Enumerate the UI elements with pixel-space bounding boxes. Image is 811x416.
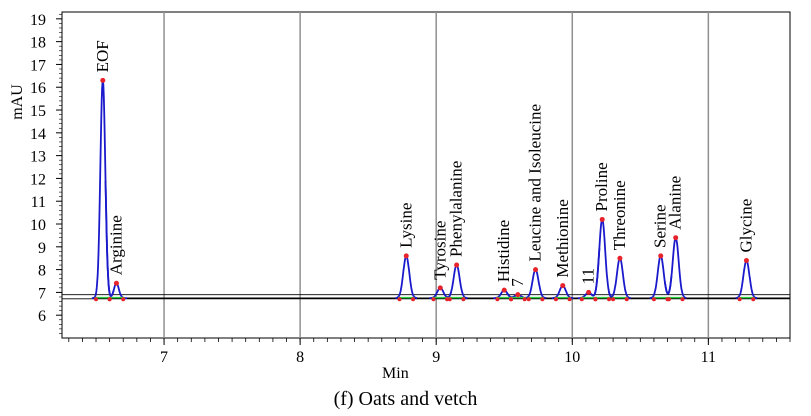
chromatogram-svg: 7 8 9 10 11 6 7 8 9 10 11 12 13 14 15 16 17 18 19 mAU Min EOF… bbox=[9, 11, 791, 382]
peak-label: Histidine bbox=[494, 220, 513, 282]
peak-start-marker bbox=[553, 297, 558, 302]
y-tick-label: 8 bbox=[38, 263, 46, 280]
y-tick-label: 6 bbox=[38, 308, 46, 325]
peak-start-marker bbox=[431, 297, 436, 302]
peak-start-marker bbox=[447, 297, 452, 302]
peak-end-marker bbox=[751, 297, 756, 302]
y-tick-label: 13 bbox=[30, 149, 46, 166]
peak-label: Arginine bbox=[106, 215, 125, 275]
peak-end-marker bbox=[540, 297, 545, 302]
peak-start-marker bbox=[509, 297, 514, 302]
x-tick-label: 10 bbox=[564, 349, 580, 366]
peak-label: Methionine bbox=[553, 199, 572, 277]
x-tick-label: 9 bbox=[432, 349, 440, 366]
peak-apex-marker bbox=[599, 216, 605, 222]
peak-end-marker bbox=[567, 297, 572, 302]
peak-apex-marker bbox=[658, 253, 664, 259]
peak-apex-marker bbox=[501, 287, 507, 293]
peak-start-marker bbox=[107, 297, 112, 302]
y-tick-label: 9 bbox=[38, 240, 46, 257]
y-tick-label: 19 bbox=[30, 12, 46, 29]
peak-label: 11 bbox=[579, 268, 598, 284]
peak-apex-marker bbox=[113, 280, 119, 286]
peak-label: EOF bbox=[93, 40, 112, 72]
y-tick-label: 17 bbox=[30, 57, 46, 74]
peak-trace bbox=[608, 257, 631, 299]
x-tick-label: 8 bbox=[296, 349, 304, 366]
peak-label: Leucine and Isoleucine bbox=[526, 104, 545, 262]
peak-end-marker bbox=[680, 297, 685, 302]
x-tick-label: 11 bbox=[701, 349, 716, 366]
peak-end-marker bbox=[624, 297, 629, 302]
peak-start-marker bbox=[666, 297, 671, 302]
peak-label: Serine bbox=[651, 204, 670, 247]
peak-label: 7 bbox=[508, 278, 527, 287]
peak-start-marker bbox=[526, 297, 531, 302]
peak-apex-marker bbox=[437, 285, 443, 291]
peak-start-marker bbox=[651, 297, 656, 302]
plot-frame bbox=[61, 11, 791, 339]
y-tick-label: 15 bbox=[30, 103, 46, 120]
x-axis-label: Min bbox=[382, 365, 409, 382]
peak-label: Lysine bbox=[396, 203, 415, 248]
peak-start-marker bbox=[397, 297, 402, 302]
peak-end-marker bbox=[411, 297, 416, 302]
peak-trace bbox=[395, 254, 417, 299]
peak-apex-marker bbox=[560, 283, 566, 289]
peak-start-marker bbox=[495, 297, 500, 302]
peak-apex-marker bbox=[586, 289, 592, 295]
y-tick-label: 14 bbox=[30, 126, 46, 143]
peak-start-marker bbox=[737, 297, 742, 302]
peak-label: Alanine bbox=[666, 176, 685, 230]
peak-label: Threonine bbox=[610, 180, 629, 250]
peak-apex-marker bbox=[743, 257, 749, 263]
y-tick-label: 12 bbox=[30, 171, 46, 188]
peak-trace bbox=[524, 268, 547, 299]
peak-apex-marker bbox=[100, 77, 106, 83]
peak-apex-marker bbox=[403, 253, 409, 259]
peak-end-marker bbox=[121, 297, 126, 302]
y-tick-label: 16 bbox=[30, 80, 46, 97]
peak-end-marker bbox=[461, 297, 466, 302]
peak-apex-marker bbox=[533, 267, 539, 273]
peak-end-marker bbox=[522, 297, 527, 302]
peak-label: Glycine bbox=[736, 199, 755, 253]
peak-start-marker bbox=[94, 297, 99, 302]
y-tick-label: 10 bbox=[30, 217, 46, 234]
peak-start-marker bbox=[593, 297, 598, 302]
y-tick-label: 18 bbox=[30, 35, 46, 52]
y-tick-label: 11 bbox=[31, 194, 46, 211]
x-tick-label: 7 bbox=[160, 349, 168, 366]
peak-end-marker bbox=[607, 297, 612, 302]
peak-apex-marker bbox=[454, 262, 460, 268]
peak-start-marker bbox=[579, 297, 584, 302]
peak-start-marker bbox=[611, 297, 616, 302]
peak-label: Proline bbox=[592, 162, 611, 211]
peak-apex-marker bbox=[673, 235, 679, 241]
y-tick-label: 7 bbox=[38, 285, 46, 302]
figure-caption: (f) Oats and vetch bbox=[333, 388, 478, 410]
peak-apex-marker bbox=[617, 255, 623, 261]
peak-trace bbox=[735, 259, 758, 299]
y-axis-label: mAU bbox=[9, 84, 26, 120]
peak-apex-marker bbox=[515, 292, 521, 298]
peak-label: Tyrosine bbox=[430, 221, 449, 280]
peak-label: Phenylalanine bbox=[447, 161, 466, 257]
